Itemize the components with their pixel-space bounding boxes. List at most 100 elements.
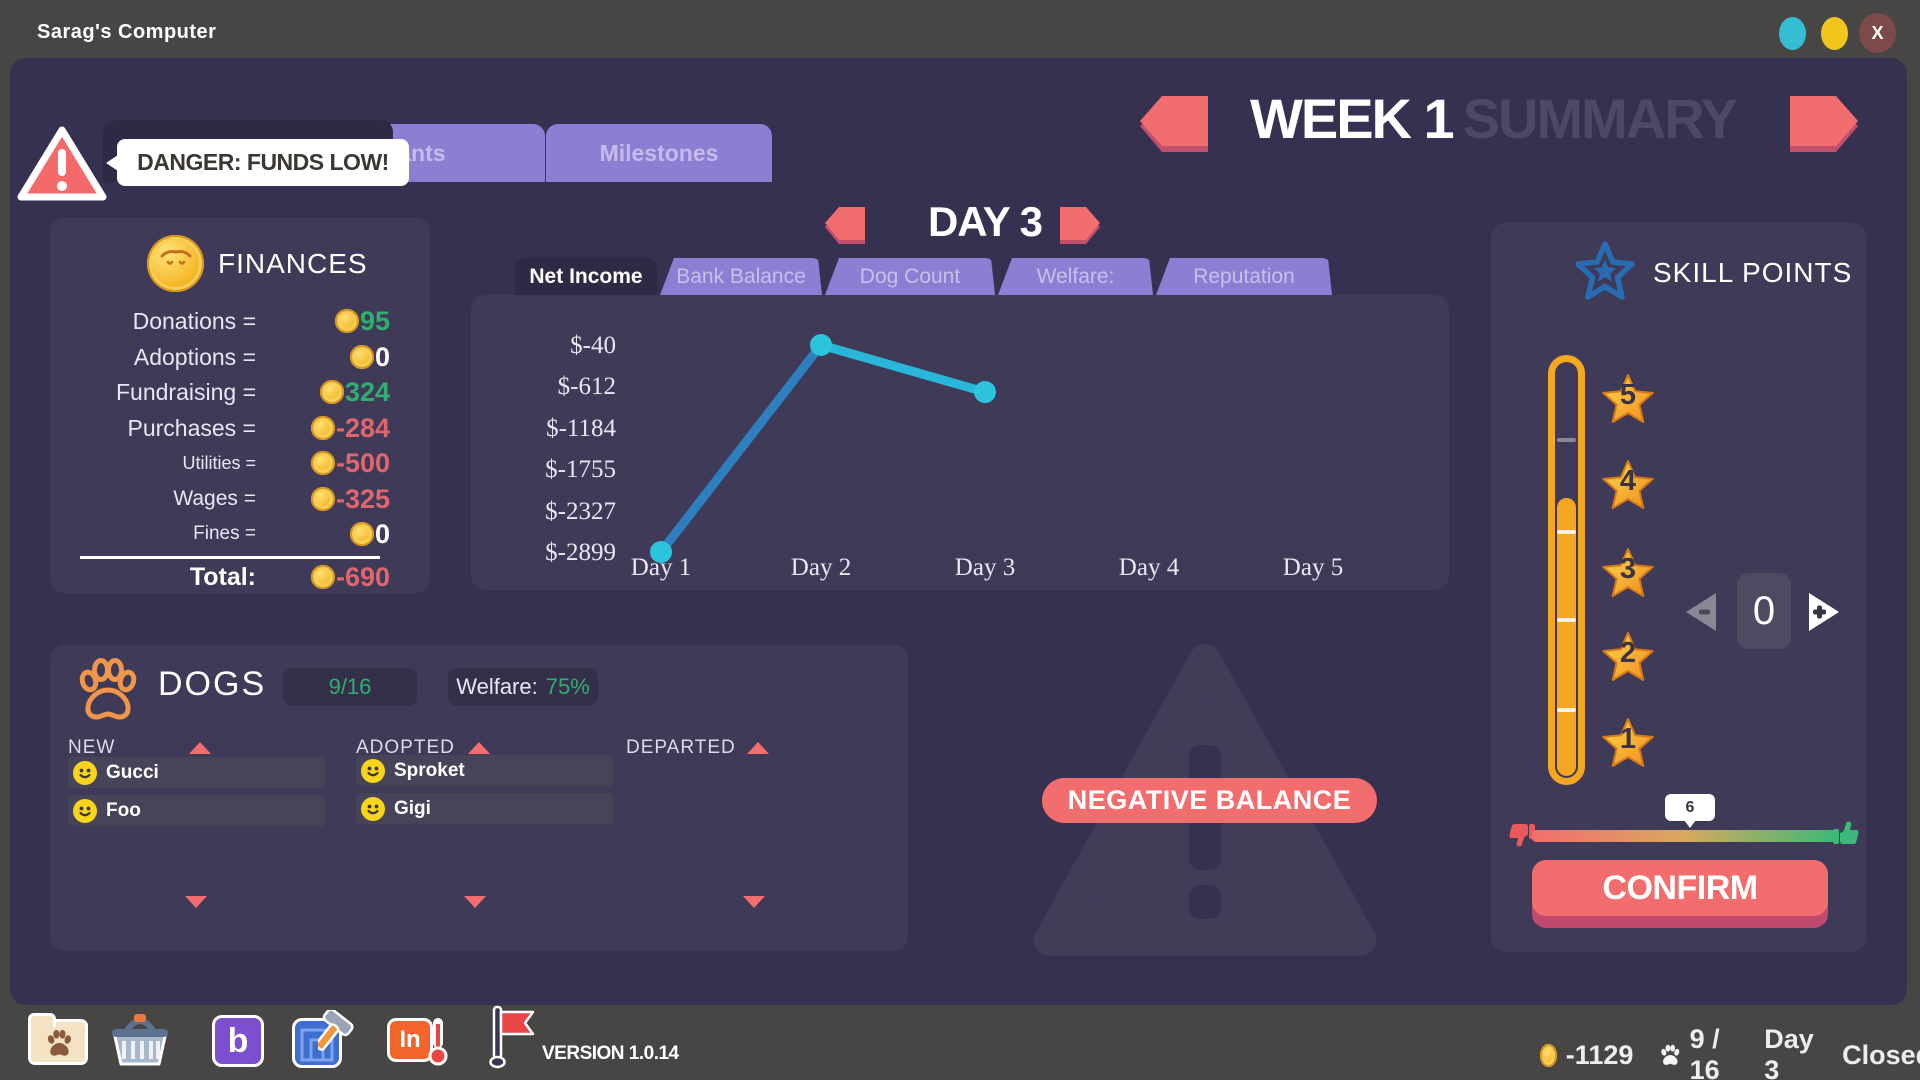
thermometer-tick [1557,530,1576,534]
close-button[interactable]: X [1859,13,1896,53]
column-header-adopted: ADOPTED [356,737,455,758]
warning-icon [17,126,107,201]
dog-list-item[interactable]: Gucci [68,757,325,788]
scroll-down-icon[interactable] [743,896,765,908]
skill-star-5: 5 [1600,371,1656,427]
stepper-plus-button[interactable] [1807,591,1841,633]
skill-star-4: 4 [1600,457,1656,513]
summary-label: SUMMARY [1462,87,1738,150]
finance-row: Fines = 0 [193,518,390,549]
day-status: Day 3 [1764,1024,1814,1080]
paw-icon [79,658,137,720]
stepper-value: 0 [1737,573,1791,649]
thumbs-up-icon [1833,821,1859,844]
scroll-up-icon[interactable] [468,742,490,754]
dog-folder-icon[interactable] [28,1013,88,1065]
skill-star-2: 2 [1600,629,1656,685]
x-tick: Day 3 [954,554,1016,581]
welfare-slider[interactable] [1531,830,1837,842]
skill-star-icon [1575,241,1635,300]
maximize-button[interactable] [1821,17,1848,50]
day-title: DAY 3 [927,198,1043,245]
finances-panel: FINANCES Donations = 95 Adoptions = 0 Fu… [50,218,430,593]
paw-icon [47,1029,71,1056]
star-icon [1602,460,1654,509]
dogs-title: DOGS [158,665,267,703]
y-tick: $-612 [557,373,616,400]
finance-total-row: Total: -690 [189,561,390,592]
tab-reputation[interactable]: Reputation [1156,258,1332,295]
star-icon [1602,548,1654,597]
x-tick: Day 5 [1282,554,1344,581]
y-tick: $-1184 [546,415,616,442]
welfare-badge: Welfare: 75% [448,668,598,706]
coin-icon [147,235,204,292]
net-income-chart: $-40 $-612 $-1184 $-1755 $-2327 $-2899 D… [471,295,1449,590]
total-divider [80,556,380,559]
smiley-icon [361,796,385,821]
flag-icon[interactable] [487,1004,539,1070]
confirm-button[interactable]: CONFIRM [1532,860,1828,916]
shop-basket-icon[interactable] [106,1008,174,1068]
prev-week-arrow[interactable] [1138,94,1210,156]
finance-row: Purchases = -284 [127,412,391,443]
scroll-up-icon[interactable] [747,742,769,754]
window-title: Sarag's Computer [37,21,217,43]
thermometer-icon [428,1018,448,1066]
thermometer-tick [1557,618,1576,622]
y-tick: $-2327 [545,498,616,525]
dog-list-item[interactable]: Sproket [356,755,613,786]
chart-tab-bar: Net Income Bank Balance Dog Count Welfar… [515,258,1332,295]
b-app-icon[interactable]: b [212,1015,264,1067]
scroll-down-icon[interactable] [185,896,207,908]
finance-row: Fundraising = 324 [116,376,390,407]
next-day-arrow[interactable] [1058,205,1102,247]
dog-count-status: 9 / 16 [1689,1024,1720,1080]
skill-thermometer [1548,355,1585,785]
finance-row: Wages = -325 [173,483,390,514]
star-icon [1602,374,1654,423]
paw-icon [1660,1044,1679,1065]
tab-dog-count[interactable]: Dog Count [825,258,995,295]
coin-face-icon [160,250,192,265]
skill-star-1: 1 [1600,715,1656,771]
tab-welfare[interactable]: Welfare: [998,258,1153,295]
negative-balance-banner: NEGATIVE BALANCE [1042,778,1377,823]
thermometer-tick [1557,708,1576,712]
inspection-icon[interactable]: In [387,1016,451,1066]
skill-points-panel: SKILL POINTS 5 4 [1491,223,1866,952]
week-summary-title: WEEK 1 SUMMARY [1250,86,1790,151]
finance-row: Adoptions = 0 [133,341,390,372]
coin-icon [310,416,335,440]
y-tick: $-2899 [545,539,616,566]
week-label: WEEK 1 [1250,87,1455,150]
scroll-down-icon[interactable] [464,896,486,908]
column-header-new: NEW [68,737,116,758]
x-tick: Day 4 [1118,554,1180,581]
thermometer-fill [1557,498,1576,776]
prev-day-arrow[interactable] [823,205,867,247]
next-week-arrow[interactable] [1788,94,1860,156]
dog-list-item[interactable]: Gigi [356,793,613,824]
tab-net-income[interactable]: Net Income [515,258,657,295]
y-tick: $-40 [570,332,616,359]
dog-list-item[interactable]: Foo [68,795,325,826]
finance-row: Donations = 95 [132,305,390,336]
minimize-button[interactable] [1779,17,1806,50]
dog-count-badge: 9/16 [283,668,417,706]
skill-points-title: SKILL POINTS [1653,257,1853,288]
danger-tooltip: DANGER: FUNDS LOW! [106,139,409,186]
status-bar: -1129 9 / 16 Day 3 Closed [1540,1024,1920,1080]
build-blueprint-icon[interactable] [292,1010,356,1068]
tab-bank-balance[interactable]: Bank Balance [660,258,822,295]
main-window: WEEK 1 SUMMARY Milestones Grants DANGER:… [10,58,1907,1005]
coin-balance: -1129 [1565,1039,1634,1070]
tab-milestones[interactable]: Milestones [546,124,772,182]
coin-icon [334,309,359,333]
finance-row: Utilities = -500 [182,447,390,478]
scroll-up-icon[interactable] [189,742,211,754]
x-tick: Day 2 [790,554,852,581]
stepper-minus-button[interactable] [1684,591,1718,633]
coin-icon [310,565,335,589]
